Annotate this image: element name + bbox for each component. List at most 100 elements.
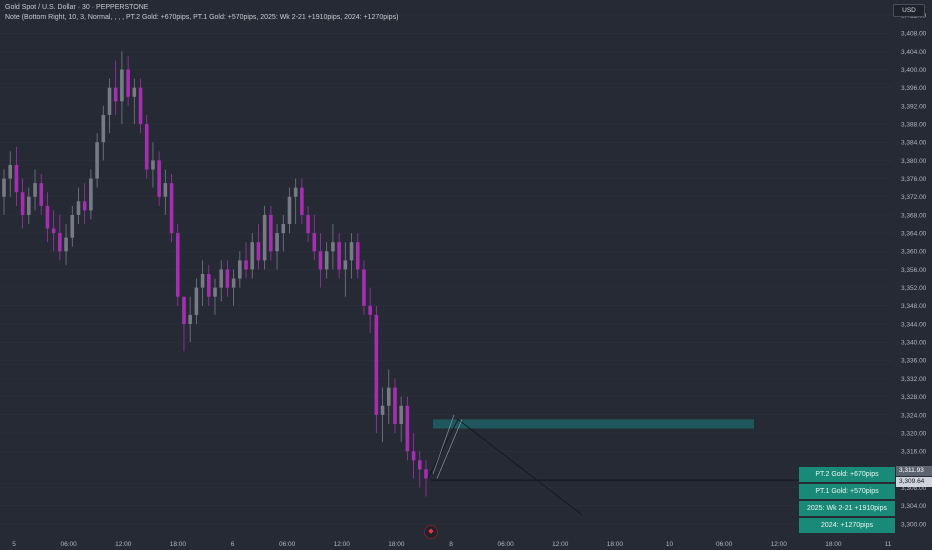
- candle-body: [355, 242, 360, 270]
- candle-body: [318, 251, 323, 270]
- candle-body: [120, 69, 124, 102]
- price-tick-label: 3,364.00: [901, 231, 927, 238]
- time-axis[interactable]: 5 06:00 12:00 18:00 6 06:00 12:00 18:00 8 06:00 12…: [12, 541, 892, 548]
- candle-body: [225, 269, 230, 288]
- candle-body: [306, 214, 310, 234]
- candle-body: [126, 69, 130, 97]
- candle-body: [82, 201, 87, 211]
- candle-body: [20, 192, 25, 215]
- time-tick-label: 12:00: [334, 541, 351, 548]
- candle-body: [238, 260, 242, 279]
- price-tag-upper: 3,311.93: [896, 466, 932, 476]
- price-tick-label: 3,384.00: [901, 140, 927, 147]
- pattern-line: [432, 414, 455, 475]
- price-tick-label: 3,376.00: [901, 176, 927, 183]
- time-tick-label: 06:00: [279, 541, 296, 548]
- price-tick-label: 3,356.00: [901, 267, 927, 274]
- candle-body: [374, 314, 379, 415]
- price-tick-label: 3,368.00: [901, 212, 927, 219]
- stats-row: 2024: +1270pips: [799, 518, 895, 533]
- candle-body: [175, 233, 180, 297]
- time-tick-label: 06:00: [497, 541, 514, 548]
- candle-body: [144, 124, 149, 170]
- candle-body: [411, 451, 416, 461]
- zone-rect: [433, 419, 754, 429]
- indicator-note[interactable]: Note (Bottom Right, 10, 3, Normal, , , ,…: [5, 14, 399, 21]
- price-tick-label: 3,352.00: [901, 285, 927, 292]
- stats-row: 2025: Wk 2-21 +1910pips: [799, 501, 895, 516]
- candle-body: [219, 269, 224, 288]
- candle-body: [39, 183, 44, 206]
- candle-body: [287, 196, 292, 225]
- candle-body: [293, 187, 298, 197]
- chart-title: Gold Spot / U.S. Dollar · 30 · PEPPERSTO…: [5, 4, 149, 11]
- candle-body: [300, 187, 304, 215]
- price-tick-label: 3,300.00: [901, 521, 927, 528]
- price-tick-label: 3,408.00: [901, 31, 927, 38]
- price-tick-label: 3,324.00: [901, 412, 927, 419]
- chart-grid: [0, 14, 892, 525]
- candle-body: [188, 314, 192, 324]
- candle-body: [8, 164, 13, 179]
- candle-body: [51, 228, 56, 234]
- price-tick-label: 3,328.00: [901, 394, 927, 401]
- price-axis[interactable]: 3,412.003,408.003,404.003,400.003,396.00…: [901, 12, 927, 528]
- candle-body: [331, 242, 335, 252]
- candle-body: [45, 205, 50, 229]
- price-tick-label: 3,336.00: [901, 358, 927, 365]
- candle-body: [312, 233, 317, 252]
- stats-table: PT.2 Gold: +670pips PT.1 Gold: +570pips …: [799, 467, 895, 535]
- currency-button[interactable]: USD: [893, 4, 925, 17]
- candle-body: [250, 242, 255, 270]
- candle-body: [281, 224, 286, 234]
- time-tick-label: 6: [231, 541, 235, 548]
- candle-body: [101, 114, 106, 143]
- pattern-line: [436, 419, 463, 479]
- price-tag-current: 3,309.64: [896, 477, 932, 487]
- candle-body: [417, 460, 422, 470]
- pattern-line: [427, 418, 583, 516]
- candle-body: [27, 196, 31, 215]
- price-tick-label: 3,344.00: [901, 321, 927, 328]
- candle-body: [157, 160, 161, 197]
- candle-body: [138, 87, 143, 125]
- time-tick-label: 5: [12, 541, 16, 548]
- candle-body: [194, 287, 199, 315]
- stats-row: PT.1 Gold: +570pips: [799, 484, 895, 499]
- price-tick-label: 3,392.00: [901, 103, 927, 110]
- candle-body: [256, 242, 261, 261]
- price-tick-label: 3,340.00: [901, 340, 927, 347]
- time-tick-label: 8: [449, 541, 453, 548]
- candle-body: [33, 183, 37, 197]
- candle-body: [405, 405, 410, 452]
- candle-body: [70, 214, 75, 238]
- price-tick-label: 3,308.00: [901, 485, 927, 492]
- tradingview-logo-icon[interactable]: ◆: [424, 525, 438, 539]
- candle-body: [275, 233, 279, 252]
- candle-body: [107, 87, 112, 115]
- candle-body: [206, 274, 211, 297]
- candle-body: [169, 183, 174, 234]
- time-tick-label: 10: [666, 541, 674, 548]
- candle-body: [324, 251, 329, 270]
- price-tick-label: 3,332.00: [901, 376, 927, 383]
- price-tick-label: 3,348.00: [901, 303, 927, 310]
- candle-body: [262, 214, 267, 261]
- candle-body: [231, 278, 236, 288]
- time-tick-label: 18:00: [388, 541, 405, 548]
- price-tick-label: 3,400.00: [901, 67, 927, 74]
- time-tick-label: 12:00: [115, 541, 132, 548]
- candle-body: [399, 405, 403, 424]
- candle-body: [76, 201, 81, 215]
- candle-body: [151, 160, 155, 170]
- candle-body: [89, 178, 93, 211]
- stats-row: PT.2 Gold: +670pips: [799, 467, 895, 482]
- candle-body: [386, 387, 391, 406]
- time-tick-label: 06:00: [60, 541, 77, 548]
- resistance-zone[interactable]: [433, 419, 754, 429]
- candle-body: [368, 305, 372, 315]
- candle-body: [349, 242, 354, 261]
- candle-body: [269, 214, 273, 252]
- candle-body: [58, 233, 62, 252]
